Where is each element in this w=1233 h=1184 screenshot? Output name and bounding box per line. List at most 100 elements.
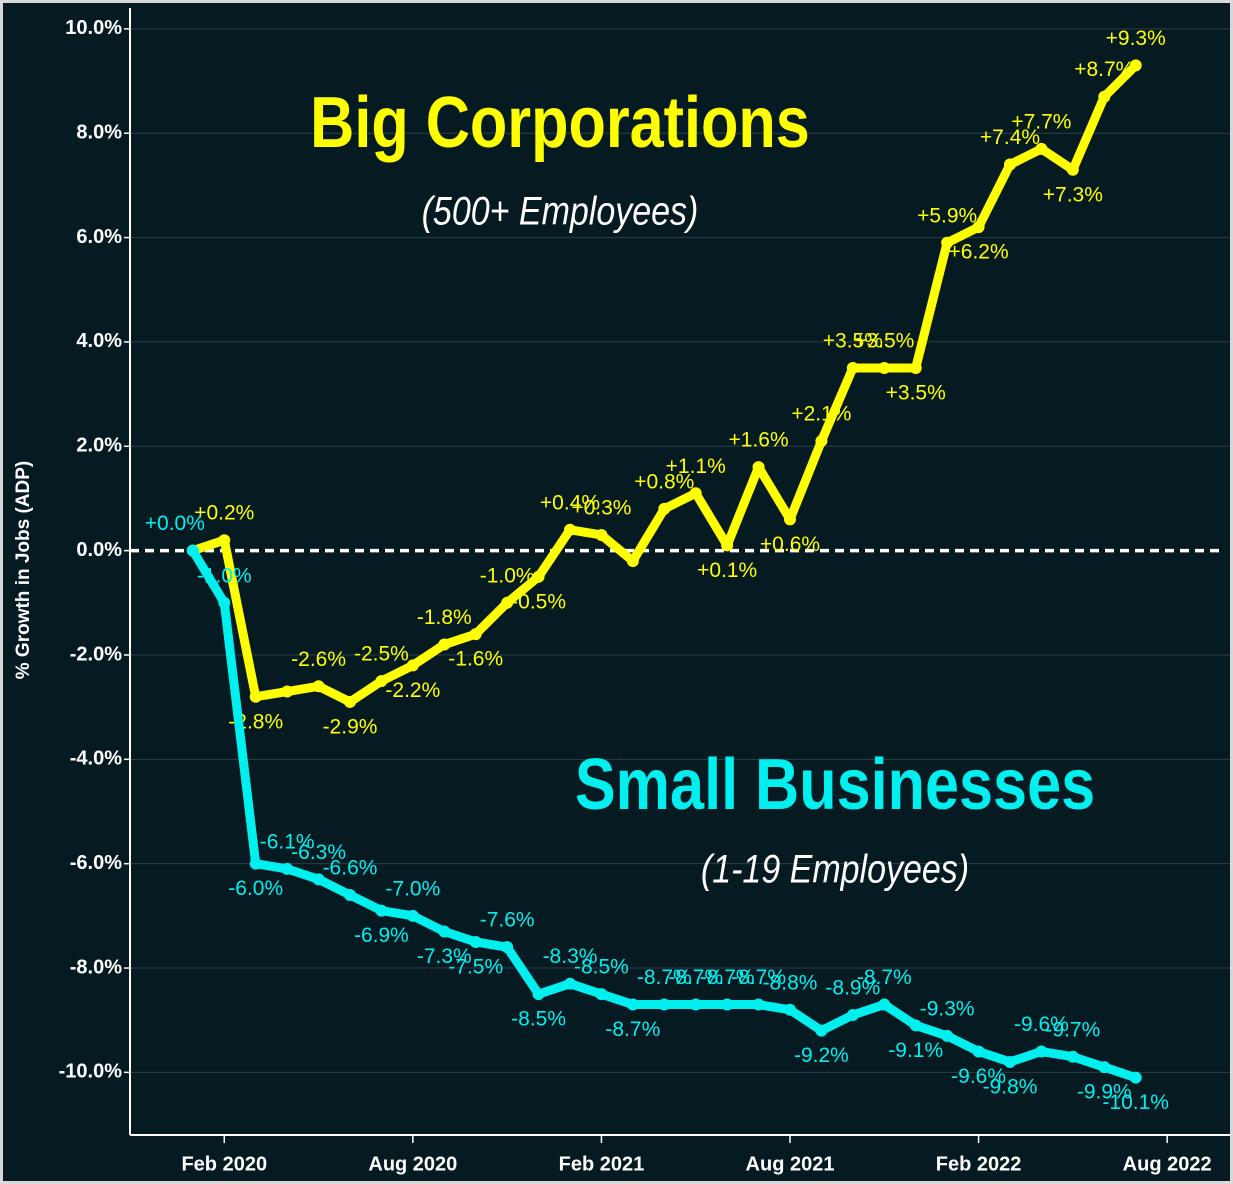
data-point <box>626 555 639 568</box>
data-point <box>1098 1061 1111 1074</box>
data-label: -9.3% <box>920 997 975 1020</box>
data-label: +9.3% <box>1106 27 1166 50</box>
data-point <box>721 539 734 552</box>
data-label: +1.1% <box>666 455 726 478</box>
data-point <box>281 862 294 875</box>
data-point <box>406 659 419 672</box>
data-point <box>815 1024 828 1037</box>
data-label: -8.8% <box>763 971 818 994</box>
data-label: -8.5% <box>574 956 629 979</box>
data-point <box>406 909 419 922</box>
data-point <box>1066 1050 1079 1063</box>
data-label: -8.5% <box>511 1008 566 1031</box>
data-point <box>1004 158 1016 171</box>
data-point <box>249 857 262 870</box>
data-label: -7.0% <box>385 877 440 900</box>
data-label: -6.6% <box>323 857 378 880</box>
data-label: -1.0% <box>480 564 535 587</box>
data-point <box>532 570 545 583</box>
data-label: -6.3% <box>291 841 346 864</box>
data-label: -1.6% <box>448 648 503 671</box>
data-label: +0.4% <box>540 491 600 514</box>
data-point <box>784 513 796 526</box>
data-point <box>249 690 262 703</box>
data-point <box>532 988 545 1001</box>
data-point <box>344 695 356 708</box>
data-label: +2.1% <box>791 403 851 426</box>
data-point <box>689 487 702 500</box>
data-point <box>501 941 514 954</box>
data-label: -9.1% <box>888 1039 943 1062</box>
data-point <box>564 523 576 536</box>
data-label: -2.2% <box>385 679 440 702</box>
annotation: (1-19 Employees) <box>701 846 969 891</box>
y-tick-label: 10.0% <box>65 17 122 39</box>
data-label: -2.6% <box>291 648 346 671</box>
x-tick-label: Feb 2020 <box>181 1153 267 1175</box>
data-label: -9.8% <box>983 1076 1038 1099</box>
data-point <box>626 998 639 1011</box>
data-label: +0.6% <box>760 533 820 556</box>
data-label: +1.6% <box>729 429 789 452</box>
data-point <box>1098 90 1111 103</box>
data-label: +3.5% <box>854 330 914 353</box>
data-point <box>721 998 734 1011</box>
y-tick-label: -10.0% <box>59 1061 123 1083</box>
data-point <box>941 236 954 249</box>
data-label: +6.2% <box>949 241 1009 264</box>
data-label: +0.3% <box>571 497 631 520</box>
data-point <box>375 904 388 917</box>
data-label: +7.4% <box>980 126 1040 149</box>
data-label: -7.3% <box>417 945 472 968</box>
y-tick-label: -4.0% <box>70 748 122 770</box>
data-label: -0.5% <box>511 590 566 613</box>
data-point <box>218 534 231 547</box>
data-label: -6.9% <box>354 924 409 947</box>
data-point <box>878 998 891 1011</box>
data-label: +3.5% <box>886 382 946 405</box>
data-label: -8.7% <box>605 1018 660 1041</box>
data-label: +8.7% <box>1074 58 1134 81</box>
data-point <box>469 935 482 948</box>
data-label: -2.9% <box>323 715 378 738</box>
x-tick-label: Aug 2022 <box>1123 1153 1212 1175</box>
data-label: -8.7% <box>731 966 786 989</box>
annotation: Big Corporations <box>310 83 810 163</box>
x-tick-label: Feb 2021 <box>559 1153 645 1175</box>
data-point <box>281 685 294 698</box>
data-label: -9.2% <box>794 1044 849 1067</box>
data-point <box>878 362 891 375</box>
data-point <box>972 221 985 234</box>
data-label: -9.6% <box>1014 1013 1069 1036</box>
data-point <box>375 675 388 688</box>
y-tick-label: 0.0% <box>76 539 122 561</box>
data-label: -6.1% <box>260 830 315 853</box>
data-point <box>752 461 765 474</box>
data-point <box>1129 1071 1142 1084</box>
data-point <box>469 628 482 641</box>
x-tick-label: Aug 2020 <box>368 1153 457 1175</box>
y-tick-label: 4.0% <box>76 330 122 352</box>
annotation: Small Businesses <box>575 745 1095 825</box>
data-point <box>689 998 702 1011</box>
data-label: -9.9% <box>1077 1081 1132 1104</box>
data-label: -2.5% <box>354 643 409 666</box>
data-point <box>846 1008 859 1021</box>
data-label: +3.5% <box>823 330 883 353</box>
data-label: -6.0% <box>228 877 283 900</box>
y-tick-label: 2.0% <box>76 435 122 457</box>
data-point <box>972 1045 985 1058</box>
data-point <box>658 502 671 515</box>
data-point <box>564 977 576 990</box>
data-label: -1.0% <box>197 564 252 587</box>
data-label: -8.7% <box>700 966 755 989</box>
data-label: +0.0% <box>145 512 205 535</box>
data-point <box>752 998 765 1011</box>
data-point <box>344 888 356 901</box>
data-point <box>941 1029 954 1042</box>
data-point <box>312 680 325 693</box>
data-label: -9.7% <box>1045 1018 1100 1041</box>
data-point <box>595 988 608 1001</box>
data-point <box>909 362 922 375</box>
